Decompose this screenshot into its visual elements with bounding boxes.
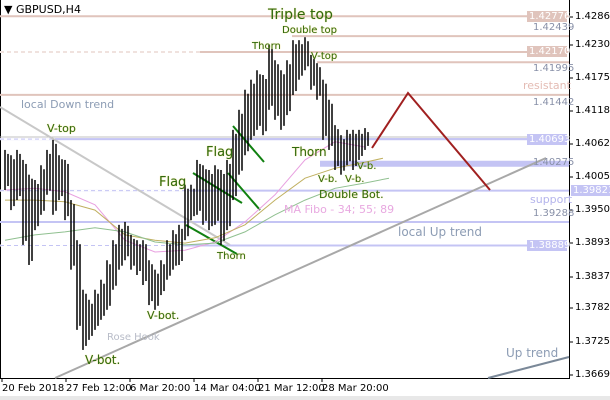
annotation-v-b-2: V-b.	[345, 174, 365, 185]
annotation-double-bot: Double Bot.	[319, 188, 384, 201]
annotation-v-top-right: V-top	[311, 51, 338, 62]
local-up-trend-line	[54, 157, 547, 379]
y-tick-label: 1.37250	[575, 336, 610, 347]
y-tick-label: 1.41750	[575, 72, 610, 83]
local-down-trend-line	[0, 106, 231, 246]
annotation-v-b-3: V-b.	[357, 161, 377, 172]
annotation-support: support	[530, 193, 573, 206]
y-tick-label: 1.42860	[575, 11, 610, 22]
annotation-ma-fibo: MA Fibo - 34; 55; 89	[284, 203, 395, 216]
forecast-path	[371, 91, 491, 191]
chart-title[interactable]: ▼ GBPUSD,H4	[4, 3, 81, 16]
y-tick-label: 1.38935	[575, 237, 610, 248]
x-tick-label: 21 Mar 12:00	[258, 383, 325, 394]
horizontal-scrollbar[interactable]	[0, 396, 610, 400]
x-tick-label: 28 Mar 20:00	[322, 383, 389, 394]
annotation-local-up-trend: local Up trend	[398, 225, 482, 239]
annotation-v-top-left: V-top	[47, 122, 76, 135]
annotation-double-top: Double top	[282, 25, 337, 36]
x-tick-label: 27 Feb 12:00	[66, 383, 132, 394]
y-tick-label: 1.42305	[575, 39, 610, 50]
y-tick-label: 1.41180	[575, 105, 610, 116]
annotation-flag-upper: Flag	[206, 145, 234, 160]
price-level-tag: 1.38889	[527, 240, 571, 252]
y-tick-label: 1.40625	[575, 138, 610, 149]
symbol-title: GBPUSD,H4	[15, 3, 81, 16]
y-tick-label: 1.36695	[575, 369, 610, 380]
x-tick-label: 6 Mar 20:00	[130, 383, 191, 394]
price-level-label: 1.41442	[533, 96, 575, 108]
annotation-thorn-mid: Thorn	[292, 145, 327, 159]
annotation-thorn-top: Thorn	[252, 41, 281, 52]
annotation-triple-top: Triple top	[268, 7, 333, 23]
y-tick-label: 1.37820	[575, 302, 610, 313]
triangle-down-icon[interactable]: ▼	[4, 3, 13, 16]
y-tick-label: 1.40055	[575, 171, 610, 182]
price-level-label: 1.42439	[533, 22, 575, 34]
up-trend-line	[487, 356, 570, 379]
x-tick-label: 20 Feb 2018	[2, 383, 65, 394]
annotation-flag-lower: Flag	[159, 175, 187, 190]
annotation-rose-hook: Rose Hook	[107, 332, 160, 343]
annotation-local-down-trend: local Down trend	[21, 98, 115, 111]
price-level-label: 1.39288	[533, 208, 575, 219]
price-level-tag: 1.42776	[527, 10, 571, 22]
price-level-label: 1.41995	[533, 63, 575, 75]
annotation-thorn-low: Thorn	[217, 251, 246, 262]
y-tick-label: 1.38375	[575, 271, 610, 282]
annotation-resistant: resistant	[523, 79, 571, 92]
annotation-v-bot-mid: V-bot.	[147, 309, 180, 322]
x-tick-label: 14 Mar 04:00	[194, 383, 261, 394]
moving-average-line	[5, 157, 384, 244]
price-level-tag: 1.40693	[527, 133, 571, 145]
y-tick-label: 1.39500	[575, 204, 610, 215]
price-level-tag: 1.42170	[527, 46, 571, 58]
flag-line	[185, 224, 238, 255]
annotation-v-bot-left: V-bot.	[85, 353, 121, 367]
annotation-v-b-1: V-b.	[318, 174, 338, 185]
annotation-up-trend: Up trend	[506, 346, 559, 360]
price-level-label: 1.40275	[533, 156, 575, 168]
moving-average-line	[4, 177, 390, 246]
